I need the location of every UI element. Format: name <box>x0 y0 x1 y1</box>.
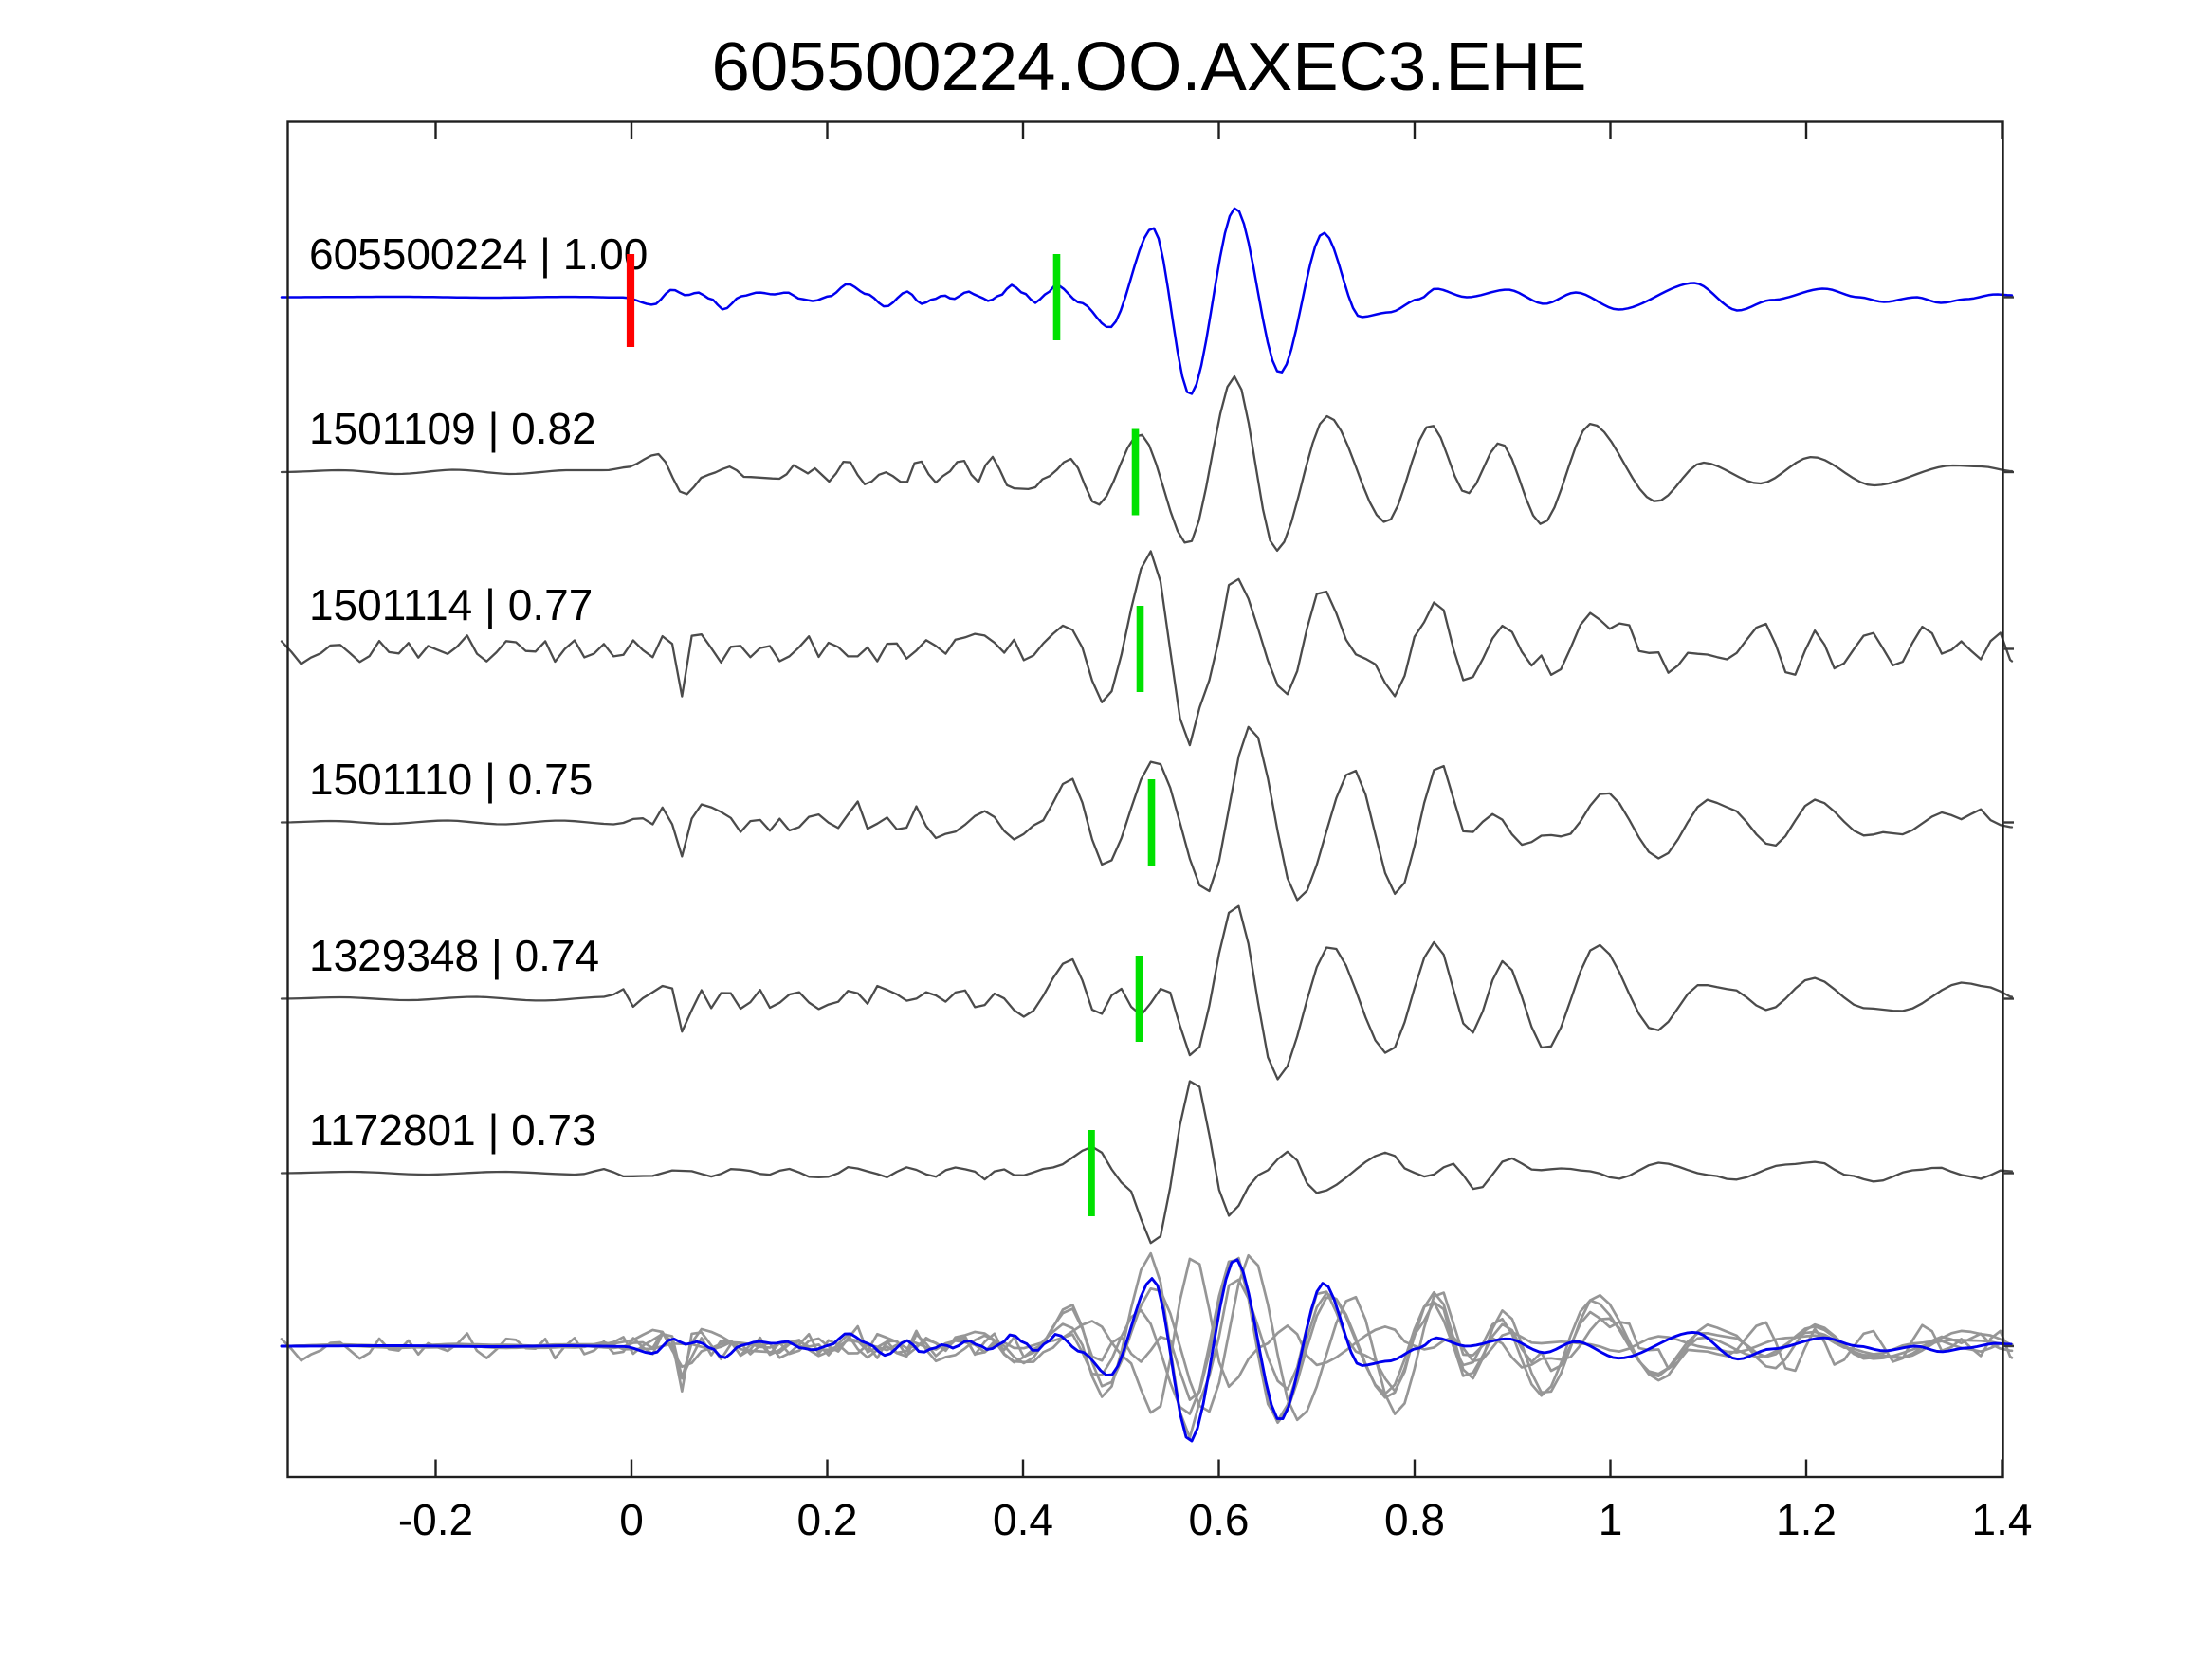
svg-text:0.6: 0.6 <box>1189 1495 1250 1544</box>
svg-text:1.4: 1.4 <box>1972 1495 2033 1544</box>
svg-text:605500224.OO.AXEC3.EHE: 605500224.OO.AXEC3.EHE <box>712 28 1587 105</box>
svg-text:-0.2: -0.2 <box>398 1495 473 1544</box>
svg-text:1.2: 1.2 <box>1776 1495 1837 1544</box>
svg-text:1: 1 <box>1599 1495 1623 1544</box>
svg-text:0: 0 <box>619 1495 644 1544</box>
svg-text:0.4: 0.4 <box>993 1495 1053 1544</box>
svg-text:0.8: 0.8 <box>1384 1495 1445 1544</box>
svg-text:1172801 | 0.73: 1172801 | 0.73 <box>309 1105 596 1155</box>
svg-text:605500224 | 1.00: 605500224 | 1.00 <box>309 229 648 279</box>
svg-text:1501110 | 0.75: 1501110 | 0.75 <box>309 755 593 804</box>
svg-text:0.2: 0.2 <box>797 1495 858 1544</box>
svg-text:1501109 | 0.82: 1501109 | 0.82 <box>309 404 596 453</box>
svg-text:1329348 | 0.74: 1329348 | 0.74 <box>309 931 599 980</box>
svg-text:1501114 | 0.77: 1501114 | 0.77 <box>309 580 593 629</box>
